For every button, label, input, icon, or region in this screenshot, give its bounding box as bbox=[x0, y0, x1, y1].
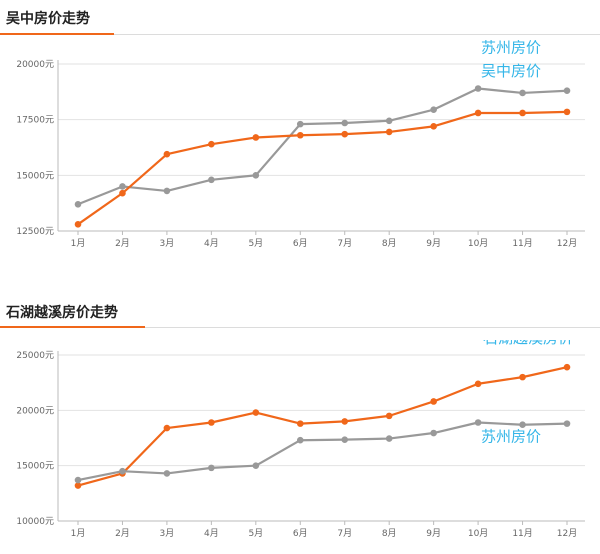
x-tick-label: 10月 bbox=[468, 528, 488, 539]
title-divider bbox=[0, 34, 600, 35]
data-point bbox=[296, 420, 304, 427]
data-point bbox=[385, 435, 393, 442]
data-point bbox=[474, 85, 482, 92]
x-tick-label: 6月 bbox=[293, 238, 308, 249]
data-point bbox=[563, 87, 571, 95]
x-tick-label: 10月 bbox=[468, 238, 488, 249]
data-point bbox=[163, 424, 171, 432]
x-tick-label: 6月 bbox=[293, 528, 308, 539]
data-point bbox=[296, 120, 304, 128]
data-point bbox=[563, 108, 571, 116]
data-point bbox=[341, 119, 349, 127]
series-label: 苏州房价 bbox=[481, 428, 541, 446]
data-point bbox=[341, 436, 349, 443]
x-tick-label: 9月 bbox=[426, 238, 441, 249]
wuzhong-price-chart: 12500元 15000元 17500元 20000元 1月 2月 3月 4月 5月 6月 7月 8月… bbox=[16, 40, 585, 249]
data-point bbox=[341, 418, 349, 425]
y-tick-label: 20000元 bbox=[16, 406, 54, 416]
x-tick-label: 12月 bbox=[557, 238, 577, 249]
data-point bbox=[252, 172, 260, 179]
data-point bbox=[252, 409, 260, 416]
x-tick-label: 11月 bbox=[512, 528, 532, 539]
title-accent-bar bbox=[0, 33, 114, 35]
data-point bbox=[252, 134, 260, 141]
series-line bbox=[77, 421, 568, 482]
shihu-yuexi-price-chart: 10000元 15000元 20000元 25000元 1月 2月 3月 4月 5月 6月 7月 8月… bbox=[16, 340, 585, 539]
series-label: 石湖越溪房价 bbox=[483, 340, 573, 347]
data-point bbox=[208, 419, 215, 426]
x-tick-label: 9月 bbox=[426, 528, 441, 539]
title-accent-bar bbox=[0, 326, 145, 328]
data-point bbox=[430, 398, 437, 405]
chart-title-wuzhong: 吴中房价走势 bbox=[6, 11, 90, 27]
x-tick-label: 7月 bbox=[337, 238, 352, 249]
data-point bbox=[519, 373, 526, 381]
series-label: 苏州房价 bbox=[481, 40, 541, 57]
y-tick-label: 15000元 bbox=[16, 171, 54, 181]
x-tick-label: 8月 bbox=[382, 238, 397, 249]
data-point bbox=[519, 421, 526, 429]
y-tick-label: 17500元 bbox=[16, 116, 54, 126]
data-point bbox=[208, 176, 215, 184]
data-point bbox=[208, 140, 215, 148]
title-divider bbox=[0, 327, 600, 328]
data-point bbox=[119, 467, 126, 475]
y-tick-label: 10000元 bbox=[16, 517, 54, 527]
data-point bbox=[519, 89, 526, 97]
data-point bbox=[474, 109, 482, 117]
data-point bbox=[385, 412, 393, 420]
data-point bbox=[163, 150, 171, 158]
x-tick-label: 3月 bbox=[160, 238, 175, 249]
x-tick-label: 1月 bbox=[71, 238, 86, 249]
series-line bbox=[77, 366, 568, 487]
data-point bbox=[74, 482, 82, 489]
data-point bbox=[296, 131, 304, 139]
x-tick-label: 8月 bbox=[382, 528, 397, 539]
series-line bbox=[77, 87, 568, 206]
data-point bbox=[563, 420, 571, 427]
data-point bbox=[119, 183, 126, 190]
data-point bbox=[430, 123, 437, 130]
y-tick-label: 25000元 bbox=[16, 351, 54, 361]
x-tick-label: 7月 bbox=[337, 528, 352, 539]
data-point bbox=[430, 429, 437, 437]
x-tick-label: 1月 bbox=[71, 528, 86, 539]
chart-title-shihu-yuexi: 石湖越溪房价走势 bbox=[6, 305, 118, 321]
x-tick-label: 4月 bbox=[204, 528, 219, 539]
y-tick-label: 15000元 bbox=[16, 462, 54, 472]
x-tick-label: 4月 bbox=[204, 238, 219, 249]
x-tick-label: 5月 bbox=[248, 238, 263, 249]
data-point bbox=[341, 130, 349, 138]
data-point bbox=[474, 380, 482, 388]
x-tick-label: 2月 bbox=[115, 528, 130, 539]
x-tick-label: 3月 bbox=[160, 528, 175, 539]
data-point bbox=[163, 187, 171, 195]
x-tick-label: 12月 bbox=[557, 528, 577, 539]
x-tick-label: 11月 bbox=[512, 238, 532, 249]
series-label: 吴中房价 bbox=[481, 62, 541, 80]
data-point bbox=[563, 363, 571, 371]
data-point bbox=[74, 221, 82, 228]
data-point bbox=[519, 109, 526, 117]
data-point bbox=[385, 128, 393, 136]
data-point bbox=[119, 189, 126, 197]
data-point bbox=[430, 106, 437, 113]
data-point bbox=[74, 200, 82, 208]
data-point bbox=[385, 117, 393, 125]
data-point bbox=[296, 436, 304, 444]
y-tick-label: 20000元 bbox=[16, 60, 54, 70]
series-line bbox=[77, 110, 568, 226]
x-tick-label: 2月 bbox=[115, 238, 130, 249]
y-tick-label: 12500元 bbox=[16, 227, 54, 237]
data-point bbox=[474, 419, 482, 426]
data-point bbox=[252, 462, 260, 469]
x-tick-label: 5月 bbox=[248, 528, 263, 539]
data-point bbox=[163, 470, 171, 477]
data-point bbox=[208, 464, 215, 472]
data-point bbox=[74, 476, 82, 484]
